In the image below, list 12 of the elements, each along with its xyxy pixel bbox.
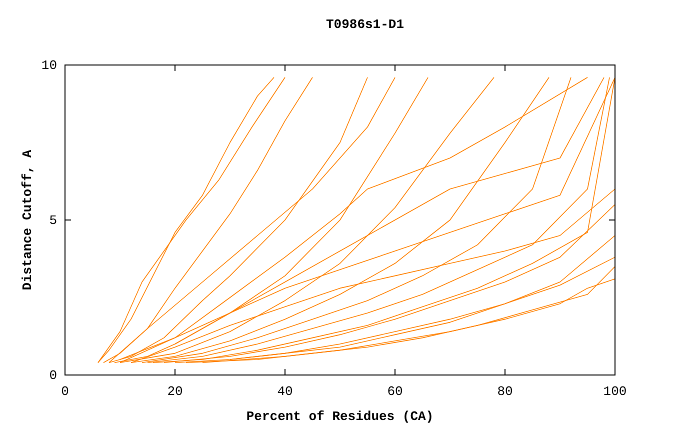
x-tick-label: 100 (603, 384, 627, 399)
x-tick-label: 0 (61, 384, 69, 399)
x-axis-title: Percent of Residues (CA) (246, 409, 434, 424)
x-tick-label: 20 (167, 384, 183, 399)
y-tick-label: 10 (41, 58, 57, 73)
chart-title: T0986s1-D1 (326, 17, 404, 32)
x-tick-label: 40 (277, 384, 293, 399)
x-tick-label: 80 (497, 384, 513, 399)
y-axis-title: Distance Cutoff, A (20, 150, 35, 290)
x-tick-label: 60 (387, 384, 403, 399)
y-tick-label: 0 (49, 368, 57, 383)
y-tick-label: 5 (49, 213, 57, 228)
